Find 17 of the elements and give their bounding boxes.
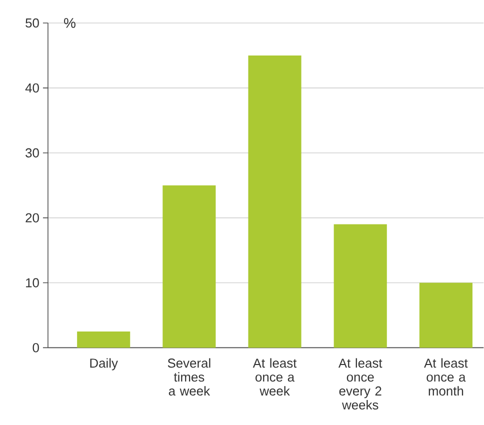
x-tick-label: At least once a week	[252, 358, 297, 396]
y-tick-label: 50	[26, 18, 39, 28]
y-tick-label: 20	[26, 213, 39, 223]
bar	[419, 282, 472, 348]
x-tick-label: Several times a week	[168, 358, 210, 396]
y-tick-label: 40	[25, 84, 39, 93]
bar	[162, 186, 216, 348]
y-tick-label: 0	[32, 343, 39, 352]
bar	[248, 56, 302, 348]
y-tick-label: 10	[26, 278, 39, 288]
y-axis-title: %	[64, 18, 76, 28]
bar	[334, 224, 387, 348]
x-tick-label: At least once every 2 weeks	[338, 358, 382, 410]
y-tick-label: 30	[26, 148, 39, 158]
bar	[77, 332, 130, 348]
x-tick-label: At least once a month	[424, 358, 468, 396]
x-tick-label: Daily	[90, 358, 118, 370]
